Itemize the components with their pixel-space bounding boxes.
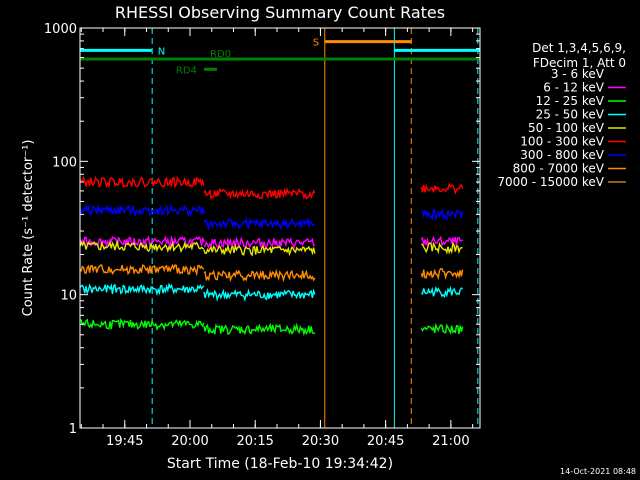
legend: Det 1,3,4,5,6,9, FDecim 1, Att 0 3 - 6 k… (497, 41, 626, 189)
x-tick-label-4: 20:45 (367, 434, 404, 449)
series-line-3 (79, 282, 463, 302)
legend-label-4: 50 - 100 keV (528, 121, 605, 135)
legend-label-7: 800 - 7000 keV (513, 162, 605, 176)
axes: 1 10 100 1000 19:45 20:00 20:15 20:30 20:45 21:00 (44, 22, 480, 449)
legend-label-6: 300 - 800 keV (520, 148, 604, 162)
series-line-7 (79, 263, 464, 283)
legend-header-line-2: FDecim 1, Att 0 (533, 56, 626, 70)
legend-label-0: 3 - 6 keV (551, 67, 605, 81)
y-axis-label: Count Rate (s⁻¹ detector⁻¹) (21, 140, 36, 317)
y-tick-label-3: 1000 (44, 22, 77, 37)
legend-label-8: 7000 - 15000 keV (497, 175, 604, 189)
series-lines (79, 175, 464, 337)
legend-label-2: 12 - 25 keV (536, 94, 605, 108)
y-tick-label-2: 100 (52, 155, 77, 170)
legend-header-line-1: Det 1,3,4,5,6,9, (532, 41, 626, 55)
chart-title: RHESSI Observing Summary Count Rates (115, 3, 445, 22)
series-line-4 (79, 239, 463, 257)
flag-label-3: RD4 (176, 65, 197, 76)
legend-label-5: 100 - 300 keV (520, 135, 604, 149)
x-tick-label-0: 19:45 (106, 434, 143, 449)
plot-frame (79, 27, 481, 429)
series-line-5 (79, 175, 464, 201)
vertical-markers (151, 28, 479, 428)
x-tick-label-2: 20:15 (236, 434, 273, 449)
x-tick-label-1: 20:00 (171, 434, 208, 449)
x-axis-label: Start Time (18-Feb-10 19:34:42) (167, 456, 393, 472)
series-line-0 (79, 248, 464, 269)
y-tick-label-0: 1 (69, 422, 77, 437)
legend-label-3: 25 - 50 keV (536, 108, 605, 122)
flag-bars: N S RD0 RD4 (80, 38, 480, 76)
flag-label-0: N (158, 46, 165, 57)
series-line-6 (79, 203, 464, 231)
x-tick-label-3: 20:30 (302, 434, 339, 449)
footer-timestamp: 14-Oct-2021 08:48 (560, 467, 636, 476)
flag-label-2: RD0 (210, 49, 231, 60)
y-tick-label-1: 10 (60, 289, 77, 304)
x-tick-label-5: 21:00 (432, 434, 469, 449)
legend-label-1: 6 - 12 keV (543, 81, 605, 95)
flag-label-1: S (313, 38, 319, 49)
series-line-2 (80, 317, 464, 337)
